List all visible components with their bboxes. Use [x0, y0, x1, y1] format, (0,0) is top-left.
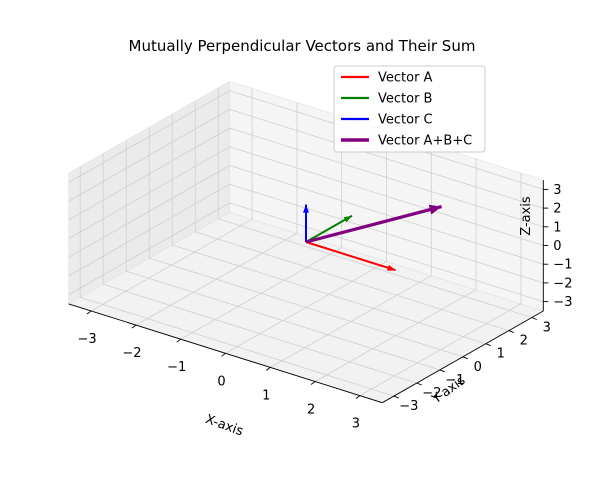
grid-line-z-back	[229, 165, 544, 265]
y-tick-mark	[508, 330, 514, 334]
y-tick-label: 1	[497, 347, 505, 362]
x-tick-label: −1	[167, 360, 186, 375]
z-tick-label: 3	[553, 183, 561, 198]
y-tick-label: −1	[445, 373, 464, 388]
legend-label: Vector C	[378, 113, 433, 128]
chart-title: Mutually Perpendicular Vectors and Their…	[129, 37, 476, 55]
legend-label: Vector A+B+C	[378, 134, 472, 149]
x-tick-mark	[176, 338, 181, 343]
x-tick-mark	[266, 367, 271, 371]
grid-line-z-back	[229, 146, 544, 246]
z-tick-label: −3	[553, 295, 572, 310]
y-tick-label: 2	[520, 334, 528, 349]
vector-line	[305, 205, 443, 244]
grid-line-y-floor	[195, 231, 509, 331]
vector-arrowhead	[387, 264, 396, 271]
vector-line	[305, 241, 396, 272]
y-tick-label: −3	[399, 399, 418, 414]
grid-line-z-left	[68, 165, 230, 258]
grid-line-y-floor	[218, 218, 532, 318]
x-tick-label: 2	[307, 403, 315, 418]
z-axis-label: Z-axis	[519, 196, 534, 236]
z-tick-label: −2	[553, 276, 572, 291]
vector-arrowhead	[303, 204, 309, 213]
grid-lines	[68, 87, 544, 397]
grid-line-z-left	[68, 127, 230, 221]
grid-line-z-left	[68, 146, 230, 239]
grid-line-z-left	[68, 109, 230, 202]
y-tick-mark	[393, 395, 399, 399]
y-tick-label: 3	[543, 321, 551, 336]
grid-line-z-left	[68, 202, 230, 295]
y-tick-mark	[439, 369, 445, 373]
vector-arrowhead	[343, 215, 352, 223]
x-tick-label: −3	[78, 332, 97, 347]
vectors	[303, 204, 443, 272]
y-tick-label: 0	[474, 360, 482, 375]
z-tick-label: −1	[553, 258, 572, 273]
legend-frame	[333, 65, 486, 153]
legend-label: Vector B	[378, 92, 432, 107]
grid-line-y-floor	[172, 244, 486, 345]
x-tick-mark	[355, 395, 361, 399]
grid-line-y-floor	[149, 257, 463, 358]
grid-line-z-left	[68, 183, 230, 277]
y-tick-mark	[531, 317, 537, 320]
legend: Vector A Vector B Vector C Vector A+B+C	[333, 65, 486, 153]
x-tick-label: 1	[262, 388, 270, 403]
vector-arrowhead	[428, 204, 442, 215]
grid-line-z-back	[229, 109, 544, 209]
y-tick-mark	[485, 343, 491, 347]
axis-lines	[68, 180, 549, 404]
z-tick-label: 2	[553, 202, 561, 217]
x-tick-label: −2	[122, 346, 141, 361]
grid-line-y-floor	[80, 297, 394, 397]
y-tick-label: −2	[422, 386, 441, 401]
x-tick-label: 3	[352, 417, 360, 432]
grid-line-y-floor	[103, 283, 417, 384]
vector-line	[305, 214, 353, 243]
x-tick-mark	[86, 310, 92, 315]
x-tick-mark	[310, 381, 316, 385]
grid-line-z-back	[229, 202, 544, 302]
x-tick-mark	[221, 352, 226, 357]
z-tick-label: 0	[553, 239, 561, 254]
x-tick-mark	[131, 324, 137, 329]
grid-line-y-floor	[126, 270, 440, 371]
z-tick-label: 1	[553, 220, 561, 235]
legend-label: Vector A	[378, 71, 433, 86]
grid-line-z-back	[229, 127, 544, 228]
grid-line-z-back	[229, 183, 544, 284]
x-tick-label: 0	[217, 374, 225, 389]
y-tick-mark	[462, 356, 468, 360]
grid-line-z-left	[68, 90, 230, 183]
x-axis-label: X-axis	[203, 412, 245, 440]
y-tick-mark	[416, 382, 422, 386]
